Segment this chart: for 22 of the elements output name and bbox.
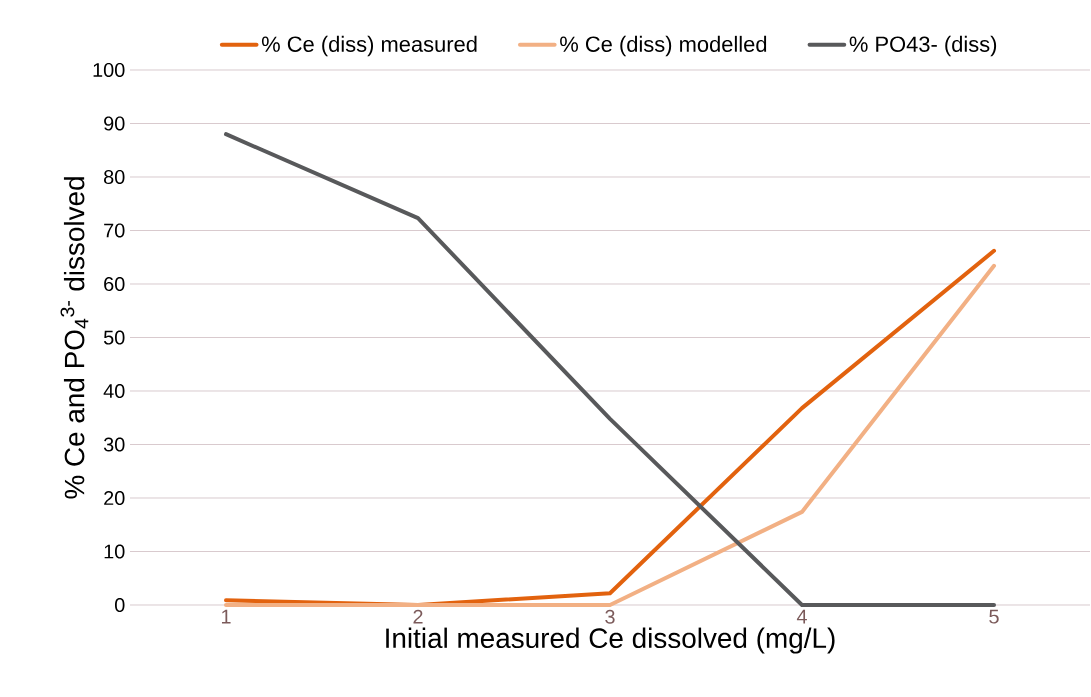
y-tick-label: 10 [104,544,125,559]
y-tick-label: 60 [104,276,125,292]
x-tick-label: 2 [413,609,423,624]
y-tick-label: 70 [104,223,125,238]
y-tick-label: 50 [103,330,125,345]
legend-label: % Ce (diss) measured [261,35,477,57]
y-tick-label: 100 [93,62,125,78]
y-tick-label: 0 [115,597,125,613]
x-axis-title: Initial measured Ce dissolved (mg/L) [386,627,835,654]
legend-label: % PO43- (diss) [849,35,997,57]
x-tick-label: 3 [605,609,615,624]
legend-label: % Ce (diss) modelled [560,35,767,57]
x-tick-label: 5 [989,609,999,624]
x-tick-label: 4 [796,609,807,624]
y-tick-label: 80 [104,169,125,185]
x-tick-label: 1 [221,609,231,624]
y-tick-label: 90 [104,116,125,131]
line-series [224,132,997,607]
y-tick-label: 30 [103,437,125,452]
y-tick-label: 40 [103,383,125,399]
y-tick-label: 20 [104,490,125,506]
y-axis-title: % Ce and PO$_{4}$$^{3-}$ dissolved [60,177,89,499]
